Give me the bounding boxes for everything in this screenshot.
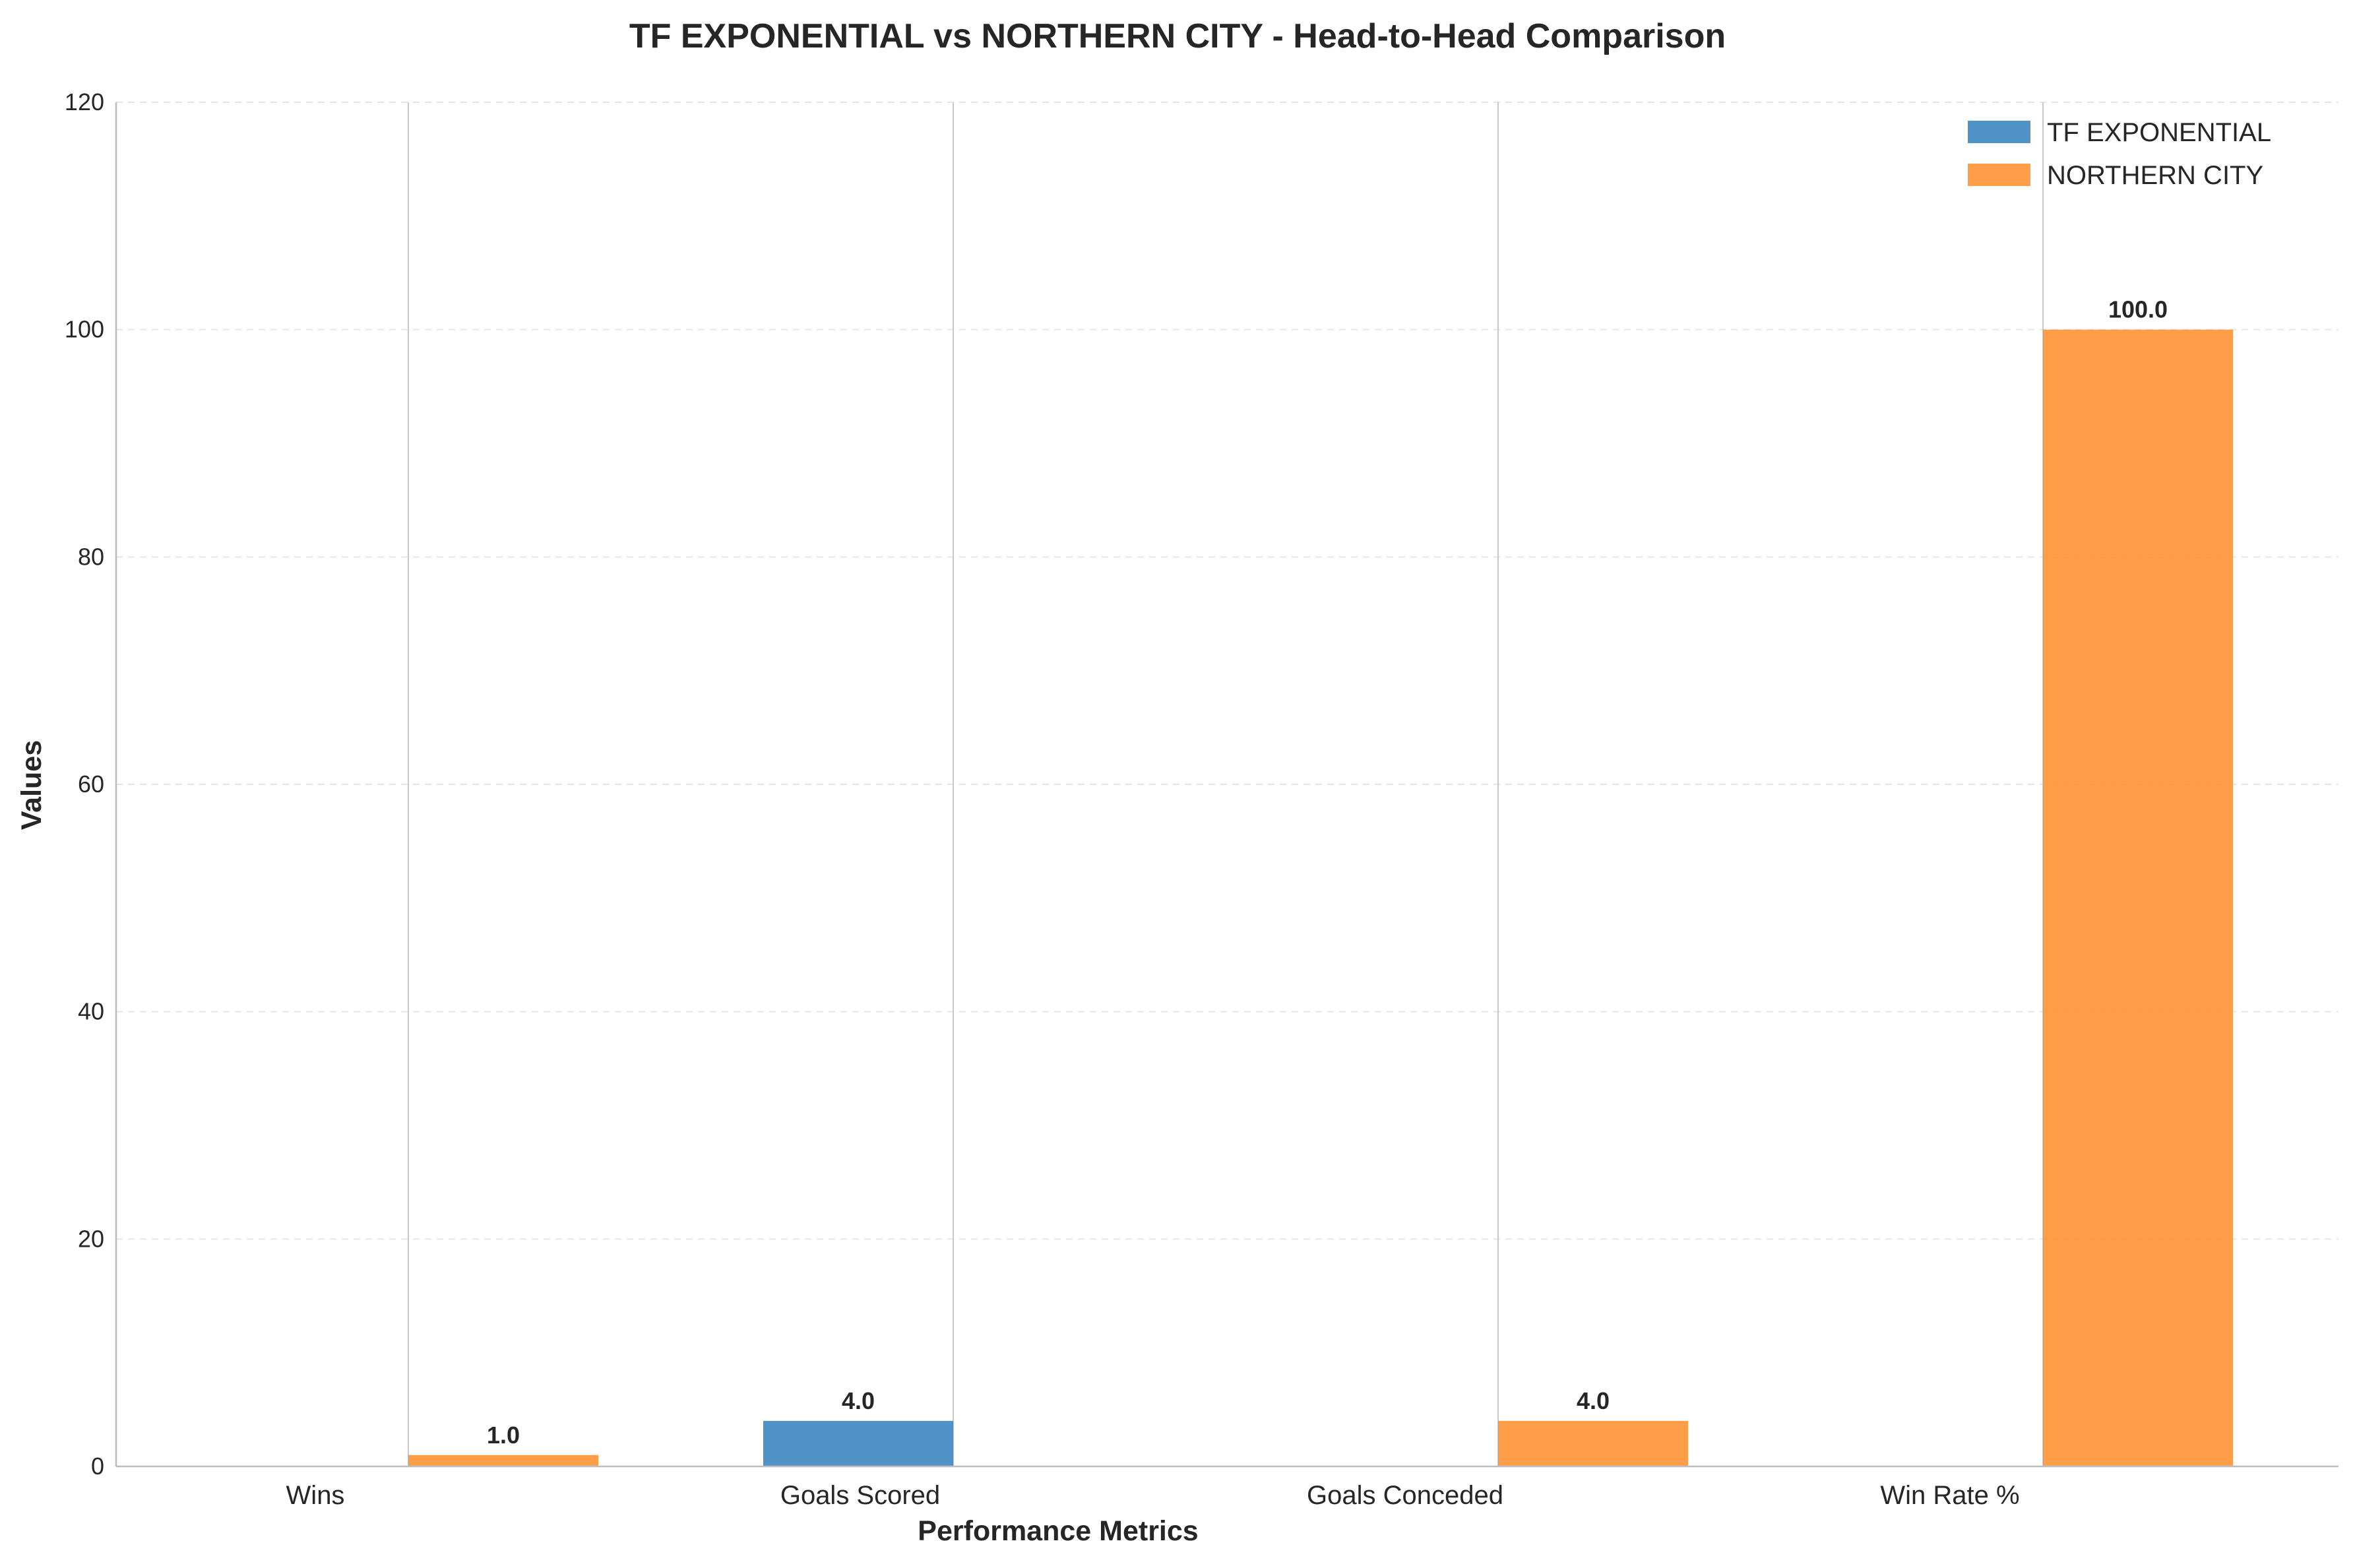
legend-swatch xyxy=(1968,121,2030,143)
y-tick-label: 20 xyxy=(78,1225,104,1252)
axes: 0 20 40 60 80 100 120 Wins Goals Scored Goals Con… xyxy=(65,88,2339,1510)
x-tick-label: Wins xyxy=(286,1481,345,1510)
y-tick-label: 60 xyxy=(78,770,104,798)
y-tick-label: 0 xyxy=(91,1453,104,1480)
bar-northern-city-wins xyxy=(408,1455,598,1466)
y-tick-label: 100 xyxy=(65,316,104,343)
bar-value-label: 100.0 xyxy=(2108,296,2168,323)
bar-tf-exponential-goals-scored xyxy=(763,1421,953,1466)
x-tick-label: Win Rate % xyxy=(1880,1481,2019,1510)
x-axis-title: Performance Metrics xyxy=(918,1515,1198,1547)
legend-label: NORTHERN CITY xyxy=(2047,161,2263,190)
bar-value-label: 1.0 xyxy=(487,1422,520,1449)
legend-swatch xyxy=(1968,164,2030,186)
x-tick-label: Goals Scored xyxy=(780,1481,940,1510)
chart-title: TF EXPONENTIAL vs NORTHERN CITY - Head-t… xyxy=(629,17,1726,55)
data-labels: 1.0 4.0 4.0 100.0 xyxy=(487,296,2168,1449)
bar-northern-city-win-rate- xyxy=(2043,329,2233,1467)
y-tick-label: 120 xyxy=(65,88,104,115)
bar-value-label: 4.0 xyxy=(842,1387,875,1414)
y-tick-label: 80 xyxy=(78,543,104,570)
y-tick-label: 40 xyxy=(78,998,104,1025)
y-axis-title: Values xyxy=(16,740,47,830)
legend: TF EXPONENTIAL NORTHERN CITY xyxy=(1968,118,2271,190)
bar-value-label: 4.0 xyxy=(1577,1387,1610,1414)
bar-northern-city-goals-conceded xyxy=(1498,1421,1688,1466)
grid-lines xyxy=(116,102,2339,1240)
bars xyxy=(408,329,2233,1467)
legend-label: TF EXPONENTIAL xyxy=(2047,118,2271,147)
x-tick-label: Goals Conceded xyxy=(1307,1481,1503,1510)
